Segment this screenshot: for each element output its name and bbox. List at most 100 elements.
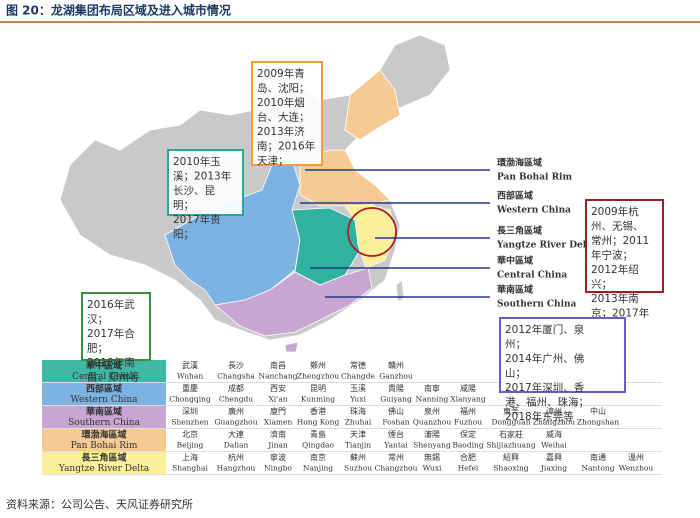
city-en: Wenzhou [619,464,654,473]
annotation-line: 2014年广州、佛 [505,352,584,365]
annotation-line: 2017年贵 [173,213,221,226]
city-cn: 玉溪 [350,383,366,393]
city-cn: 武漢 [182,360,198,370]
annotation-line: 港、福州、珠海； [505,396,589,409]
annotation-line: 2013年南 [591,292,639,305]
annotation-line: 溪；2013年 [173,170,231,183]
city-en: Xianyang [450,395,486,404]
city-cn: 常德 [350,360,366,370]
city-en: Changzhou [375,464,418,473]
city-cn: 深圳 [182,406,198,416]
annotation-line: 常州；2011 [591,234,649,247]
city-cn: 贛州 [388,360,404,370]
city-cn: 廣州 [228,406,244,416]
city-en: Jinan [267,441,288,450]
city-cn: 南京 [310,452,326,462]
city-cn: 濟南 [270,429,286,439]
city-cn: 青島 [310,429,326,439]
city-cn: 西安 [270,383,286,393]
city-en: Nanchang [259,372,298,381]
city-cn: 保定 [460,429,476,439]
city-en: Kunming [301,395,335,404]
legend-swatch [42,452,166,474]
legend-region-cn: 華中區域 [86,360,122,372]
city-en: Suzhou [344,464,372,473]
annotation-line: 阳； [173,229,194,241]
city-cn: 常州 [388,453,404,462]
city-en: Hangzhou [217,464,256,473]
highlight-circle [347,207,397,257]
city-en: Hefei [458,464,479,473]
city-en: Tianjin [345,441,371,450]
city-en: Nanning [416,395,449,404]
city-cn: 無錫 [424,452,440,462]
annotation-line: 2018年南 [87,356,135,369]
city-en: Jiaxing [540,464,567,473]
city-cn: 南寧 [424,383,440,393]
region-label-cn: 環渤海區域 [497,157,542,169]
map-taiwan [395,279,405,303]
map-southern [214,267,373,337]
region-label-cn: 西部區域 [497,190,533,202]
city-en: Zhuhai [345,418,372,427]
annotation-line: 京；2017年 [591,307,649,320]
annotation-line: 2018年东莞等 [505,410,574,423]
annotation-line: 岛、沈阳； [257,82,310,95]
annotation-line: 2012年绍 [591,263,639,276]
city-en: Hong Kong [297,418,340,427]
annotation-line: 台、大连； [257,111,310,124]
legend-region-en: Yangtze River Delta [58,464,150,474]
city-en: Nantong [581,464,614,473]
city-en: Xiamen [264,418,293,427]
annotation-line: 2016年武 [87,298,135,311]
legend-swatch [42,406,166,428]
annotation-line: 肥； [87,343,108,355]
city-cn: 石家莊 [499,429,523,439]
annotation-line: 2013年济 [257,125,305,138]
annotation-line: 2017年合 [87,327,135,340]
annotation-box [251,61,323,166]
city-cn: 杭州 [228,452,244,462]
city-en: Quanzhou [413,418,452,427]
legend-region-en: Central China [72,372,136,382]
city-cn: 珠海 [350,406,366,416]
city-cn: 咸陽 [460,383,476,393]
city-cn: 蘇州 [350,452,366,462]
annotation-line: 2012年厦门、泉 [505,323,585,336]
city-cn: 昆明 [310,384,326,393]
region-label-cn: 華南區域 [497,284,533,296]
city-cn: 香港 [310,406,326,416]
city-cn: 廈門 [270,406,286,416]
city-en: Shaoxing [493,464,528,473]
annotation-line: 2010年玉 [173,155,221,168]
region-label-en: Western China [496,206,571,216]
annotation-line: 2009年青 [257,67,305,80]
city-en: Guangzhou [214,418,257,427]
city-cn: 漳州 [546,406,562,416]
city-cn: 中山 [590,406,606,416]
city-en: Changsha [217,372,255,381]
city-cn: 重慶 [182,383,198,393]
city-en: Zhongshan [577,418,619,427]
city-cn: 合肥 [460,452,476,462]
city-en: Shijiazhuang [486,441,535,450]
city-cn: 煙台 [388,429,404,439]
region-label-en: Yangtze River Delta [496,241,596,251]
city-en: Yantai [383,441,408,450]
annotation-line: 州； [505,339,526,351]
city-en: Foshan [382,418,409,427]
city-cn: 上海 [182,452,198,462]
city-en: Qingdao [302,441,334,450]
city-cn: 大連 [228,429,244,439]
legend-region-cn: 長三角區域 [81,452,126,464]
city-cn: 寧波 [270,452,286,462]
city-en: Ganzhou [379,372,413,381]
annotation-line: 南；2016年 [257,140,315,153]
china-map [59,34,451,353]
city-cn: 成都 [228,383,244,393]
city-en: Beijing [177,441,204,450]
city-en: Dongguan [491,418,530,427]
annotation-line: 明； [173,200,194,212]
map-bohai-ne [344,69,401,141]
